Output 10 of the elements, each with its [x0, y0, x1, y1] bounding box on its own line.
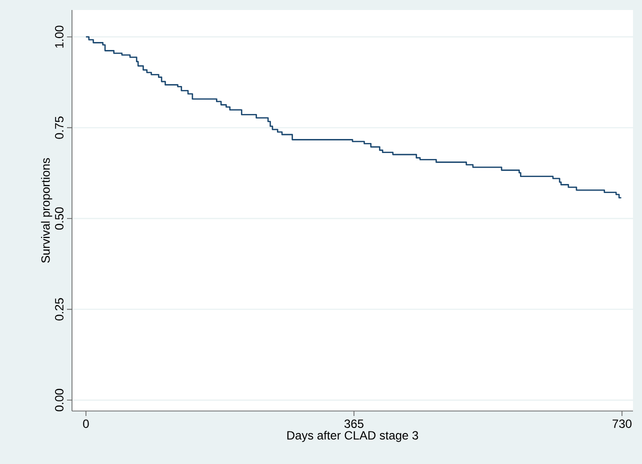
y-tick-label: 0.00: [55, 388, 64, 412]
y-tick-label: 0.50: [55, 207, 64, 230]
y-tick-label: 0.25: [55, 298, 64, 320]
y-tick-label: 1.00: [55, 26, 64, 48]
x-tick-label: 0: [83, 420, 89, 428]
x-tick-label: 365: [344, 420, 364, 428]
y-axis-title: Survival proportions: [41, 158, 52, 263]
x-tick-label: 730: [612, 420, 632, 428]
x-axis-title: Days after CLAD stage 3: [287, 430, 418, 442]
y-tick-label: 0.75: [55, 116, 64, 139]
